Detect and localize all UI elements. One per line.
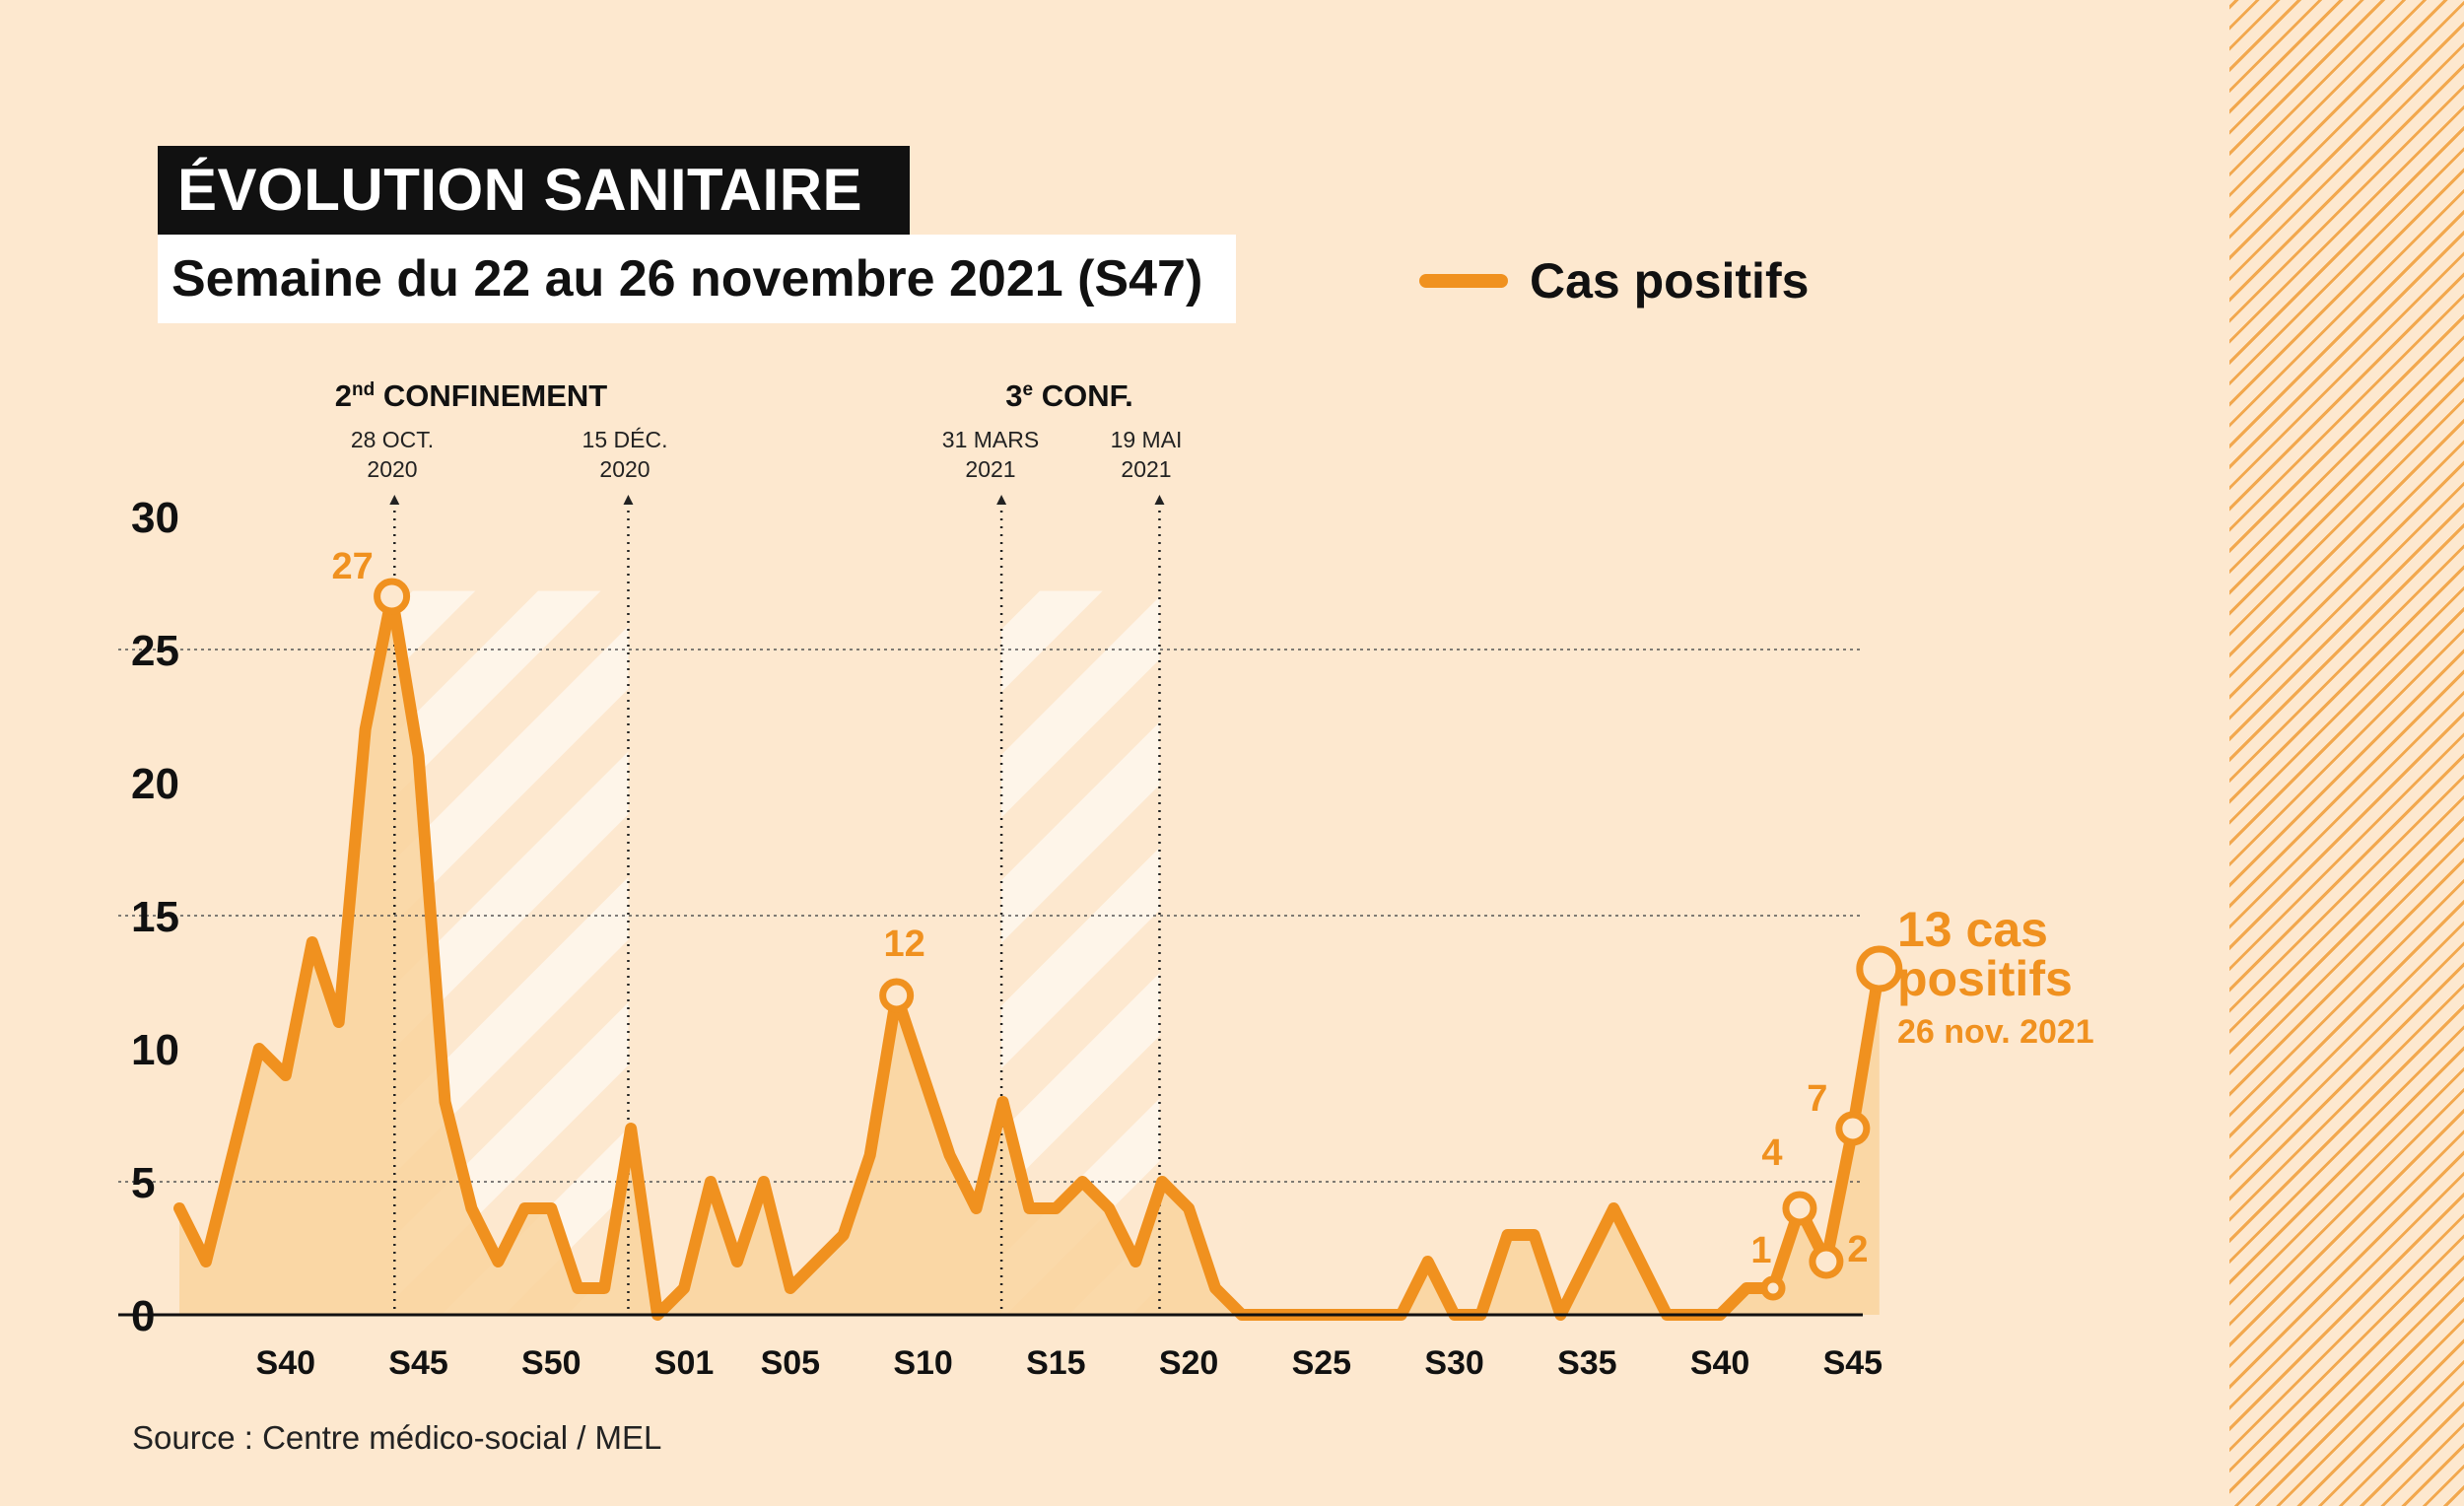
event-arrow-4 bbox=[1154, 495, 1165, 505]
x-tick-label: S20 bbox=[1159, 1344, 1219, 1382]
callout-value-line2: positifs bbox=[1897, 951, 2073, 1006]
event-conf2-title: 2nd CONFINEMENT bbox=[335, 378, 607, 413]
y-tick-label: 25 bbox=[131, 627, 179, 675]
x-tick-label: S30 bbox=[1424, 1344, 1484, 1382]
gridlines bbox=[118, 649, 1863, 1183]
area-fill bbox=[179, 596, 1880, 1315]
data-label: 12 bbox=[884, 924, 925, 965]
data-label: 4 bbox=[1761, 1132, 1782, 1174]
legend-label: Cas positifs bbox=[1530, 253, 1810, 308]
x-tick-label: S35 bbox=[1557, 1344, 1617, 1382]
y-tick-label: 10 bbox=[131, 1026, 179, 1074]
x-axis: S40 S45 S50 S01 S05 S10 S15 S20 S25 S30 S35 S40 S45 bbox=[118, 1313, 1883, 1382]
data-label: 2 bbox=[1847, 1229, 1868, 1270]
callout-value-line1: 13 cas bbox=[1897, 902, 2048, 957]
event-conf3-end-date: 19 MAI 2021 bbox=[1111, 427, 1183, 482]
data-point-marker bbox=[1809, 1244, 1844, 1279]
data-point-marker bbox=[374, 578, 411, 615]
data-point-marker bbox=[1760, 1275, 1786, 1301]
event-markers: 2nd CONFINEMENT 28 OCT. 2020 15 DÉC. 2020 … bbox=[335, 378, 1183, 1315]
event-conf3-title: 3e CONF. bbox=[1005, 378, 1132, 413]
y-tick-label: 15 bbox=[131, 893, 179, 941]
x-tick-label: S05 bbox=[761, 1344, 821, 1382]
decorative-stripes bbox=[2229, 0, 2464, 1506]
source-note: Source : Centre médico-social / MEL bbox=[132, 1419, 662, 1456]
chart-title: ÉVOLUTION SANITAIRE bbox=[158, 146, 911, 235]
series-line bbox=[173, 590, 1885, 1321]
legend: Cas positifs bbox=[1419, 246, 1809, 315]
y-tick-label: 5 bbox=[131, 1159, 155, 1207]
legend-swatch bbox=[1419, 274, 1508, 288]
data-point-marker bbox=[1782, 1191, 1817, 1226]
event-arrow-3 bbox=[996, 495, 1007, 505]
data-label: 7 bbox=[1807, 1078, 1827, 1120]
y-tick-label: 20 bbox=[131, 760, 179, 808]
y-tick-label: 30 bbox=[131, 494, 179, 542]
data-label: 27 bbox=[331, 546, 373, 587]
x-tick-label: S45 bbox=[388, 1344, 448, 1382]
event-arrow-1 bbox=[389, 495, 400, 505]
chart-subtitle: Semaine du 22 au 26 novembre 2021 (S47) bbox=[158, 235, 1237, 323]
callout: 13 cas positifs 26 nov. 2021 bbox=[1897, 902, 2094, 1051]
callout-date: 26 nov. 2021 bbox=[1897, 1013, 2094, 1051]
data-point-marker bbox=[1835, 1111, 1871, 1146]
x-tick-label: S15 bbox=[1026, 1344, 1086, 1382]
event-conf2-end-date: 15 DÉC. 2020 bbox=[582, 427, 668, 482]
x-tick-label: S01 bbox=[654, 1344, 715, 1382]
data-point-marker bbox=[879, 978, 915, 1013]
event-arrow-2 bbox=[623, 495, 634, 505]
series-polyline bbox=[173, 590, 1885, 1321]
x-tick-label: S50 bbox=[521, 1344, 582, 1382]
x-tick-label: S45 bbox=[1823, 1344, 1883, 1382]
data-label: 1 bbox=[1750, 1230, 1771, 1271]
x-tick-label: S40 bbox=[256, 1344, 316, 1382]
x-tick-label: S25 bbox=[1292, 1344, 1352, 1382]
event-conf3-start-date: 31 MARS 2021 bbox=[942, 427, 1039, 482]
area-path bbox=[179, 596, 1880, 1315]
x-tick-label: S40 bbox=[1690, 1344, 1750, 1382]
event-conf2-start-date: 28 OCT. 2020 bbox=[351, 427, 434, 482]
data-point-marker bbox=[1856, 945, 1903, 993]
x-tick-label: S10 bbox=[893, 1344, 953, 1382]
